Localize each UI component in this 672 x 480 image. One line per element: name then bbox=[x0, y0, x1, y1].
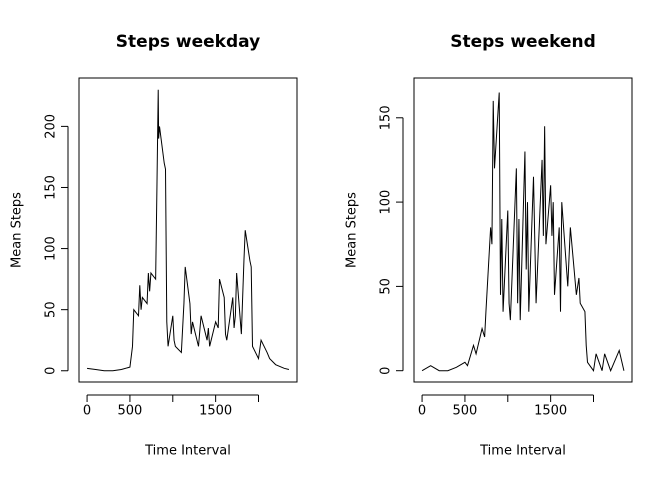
y-tick-label: 150 bbox=[44, 175, 59, 200]
x-axis-label: Time Interval bbox=[144, 444, 231, 459]
y-tick-label: 150 bbox=[379, 105, 394, 130]
y-tick-label: 50 bbox=[44, 301, 59, 318]
x-tick-label: 1500 bbox=[199, 404, 232, 419]
y-axis-label: Mean Steps bbox=[345, 192, 360, 268]
chart-title: Steps weekday bbox=[116, 32, 260, 52]
chart-title: Steps weekend bbox=[450, 32, 596, 52]
data-line bbox=[421, 92, 625, 373]
y-tick-label: 0 bbox=[44, 367, 59, 375]
plot-box bbox=[78, 77, 298, 383]
x-tick-label: 0 bbox=[83, 404, 91, 419]
plot-box bbox=[413, 77, 633, 383]
x-tick-label: 500 bbox=[118, 404, 143, 419]
y-tick-label: 0 bbox=[379, 367, 394, 375]
x-tick-label: 500 bbox=[453, 404, 478, 419]
x-tick-label: 0 bbox=[418, 404, 426, 419]
y-tick-label: 100 bbox=[379, 190, 394, 215]
y-tick-label: 50 bbox=[379, 278, 394, 295]
x-axis-label: Time Interval bbox=[479, 444, 566, 459]
data-line bbox=[86, 89, 290, 372]
x-tick-label: 1500 bbox=[534, 404, 567, 419]
y-tick-label: 100 bbox=[44, 236, 59, 261]
y-tick-label: 200 bbox=[44, 114, 59, 139]
y-axis-label: Mean Steps bbox=[10, 192, 25, 268]
